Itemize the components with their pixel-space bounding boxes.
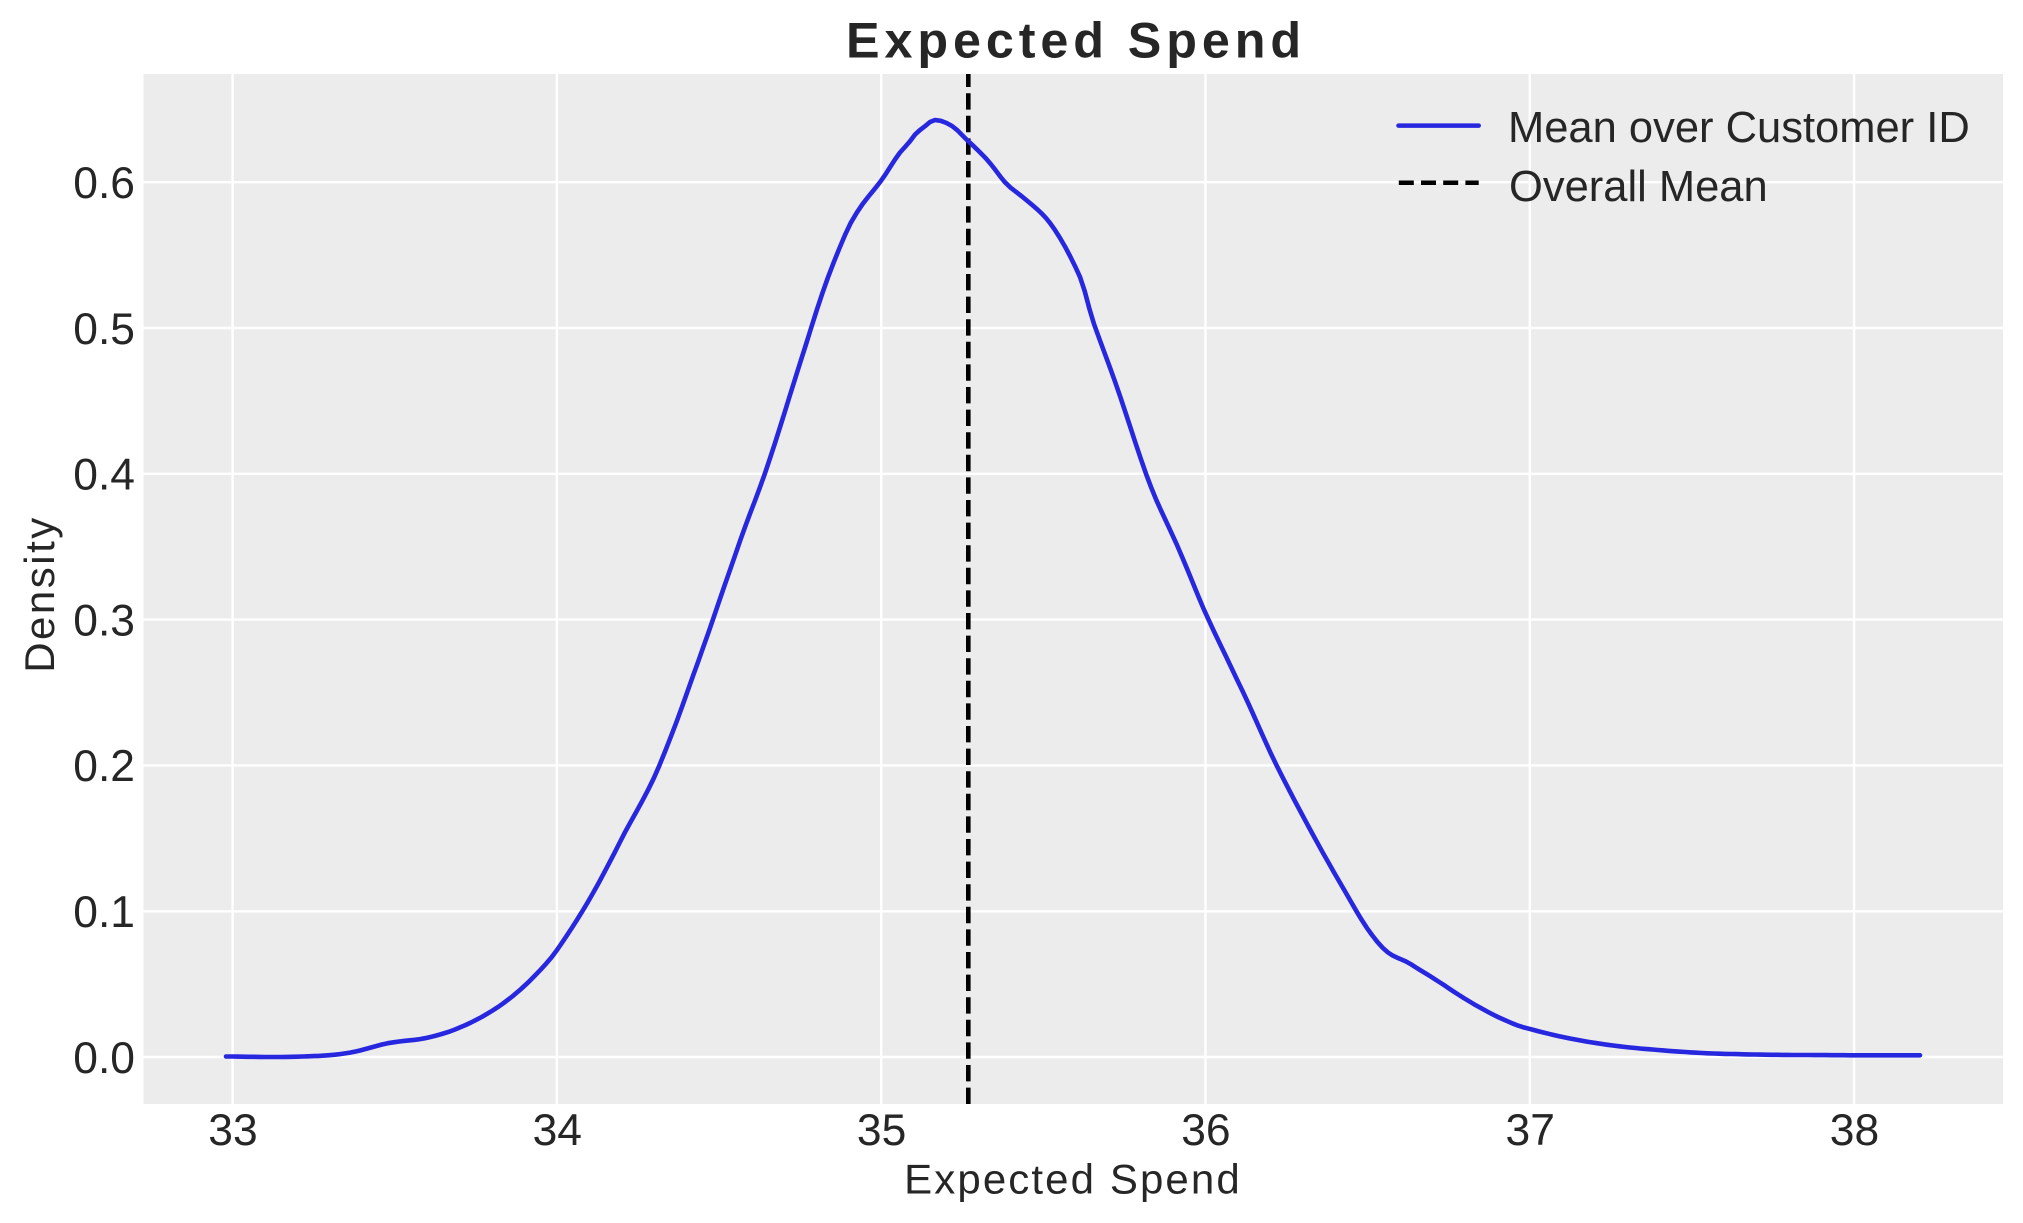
svg-text:34: 34 [533,1106,582,1155]
svg-text:35: 35 [857,1106,906,1155]
svg-text:0.5: 0.5 [73,305,135,354]
svg-text:33: 33 [208,1106,257,1155]
svg-text:Mean over Customer ID: Mean over Customer ID [1508,104,1970,152]
svg-text:Density: Density [16,515,63,673]
svg-text:Expected Spend: Expected Spend [846,11,1306,68]
svg-text:37: 37 [1506,1106,1555,1155]
svg-text:Overall Mean: Overall Mean [1509,163,1768,211]
svg-text:0.3: 0.3 [73,596,135,645]
svg-text:0.0: 0.0 [73,1034,135,1083]
svg-text:0.1: 0.1 [73,888,135,937]
svg-text:38: 38 [1830,1106,1879,1155]
svg-text:0.6: 0.6 [73,159,135,208]
svg-text:0.4: 0.4 [73,451,135,500]
svg-text:Expected Spend: Expected Spend [904,1156,1242,1203]
svg-text:36: 36 [1181,1106,1230,1155]
svg-text:0.2: 0.2 [73,742,135,791]
